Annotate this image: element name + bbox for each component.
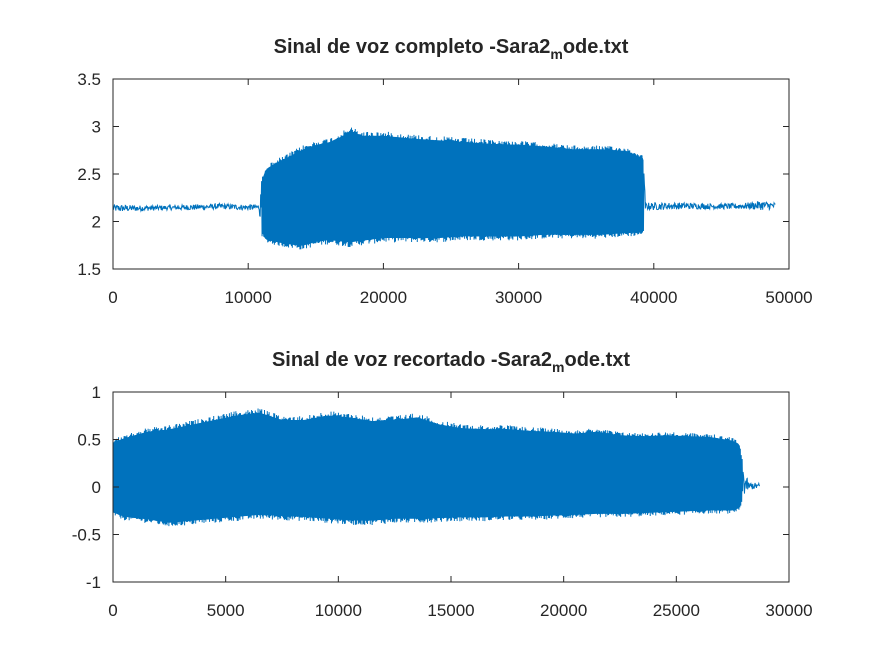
chart-title-subscript: m [550,46,562,62]
y-tick-label: -0.5 [72,526,101,545]
chart-title-subscript: m [552,359,564,375]
subplot-1: 0 10000 20000 30000 40000 50000 1.5 2 2.5 3 3.5 Sin… [77,36,812,307]
y-tick-label: 0 [92,478,101,497]
x-tick-label: 25000 [653,601,700,620]
chart-title: Sinal de voz recortado -Sara2mode.txt [272,349,630,375]
signal-line-1 [113,127,776,250]
signal-band-1 [263,131,643,246]
x-tick-label: 5000 [207,601,245,620]
x-tick-label: 15000 [427,601,474,620]
y-tick-label: 3 [92,118,101,137]
x-tick-label: 40000 [630,288,677,307]
chart-title-suffix: ode.txt [563,36,629,58]
x-tick-label: 50000 [765,288,812,307]
x-tick-label: 0 [108,288,117,307]
subplot-2: 0 5000 10000 15000 20000 25000 30000 -1 -0.5 0 0.5… [72,349,813,620]
x-tick-label: 30000 [495,288,542,307]
y-tick-label: -1 [86,573,101,592]
y-tick-label: 1.5 [77,260,101,279]
chart-title-main: Sinal de voz recortado -Sara2 [272,349,552,371]
chart-title: Sinal de voz completo -Sara2mode.txt [274,36,629,62]
x-tick-label: 0 [108,601,117,620]
y-tick-label: 1 [92,383,101,402]
x-tick-label: 10000 [315,601,362,620]
chart-title-main: Sinal de voz completo -Sara2 [274,36,551,58]
x-tick-label: 30000 [765,601,812,620]
y-tick-label: 3.5 [77,70,101,89]
x-tick-label: 20000 [540,601,587,620]
x-tick-label: 20000 [360,288,407,307]
y-tick-label: 2.5 [77,165,101,184]
x-tick-label: 10000 [225,288,272,307]
y-tick-label: 2 [92,213,101,232]
chart-title-suffix: ode.txt [565,349,631,371]
signal-band-1 [113,412,741,523]
y-tick-label: 0.5 [77,431,101,450]
